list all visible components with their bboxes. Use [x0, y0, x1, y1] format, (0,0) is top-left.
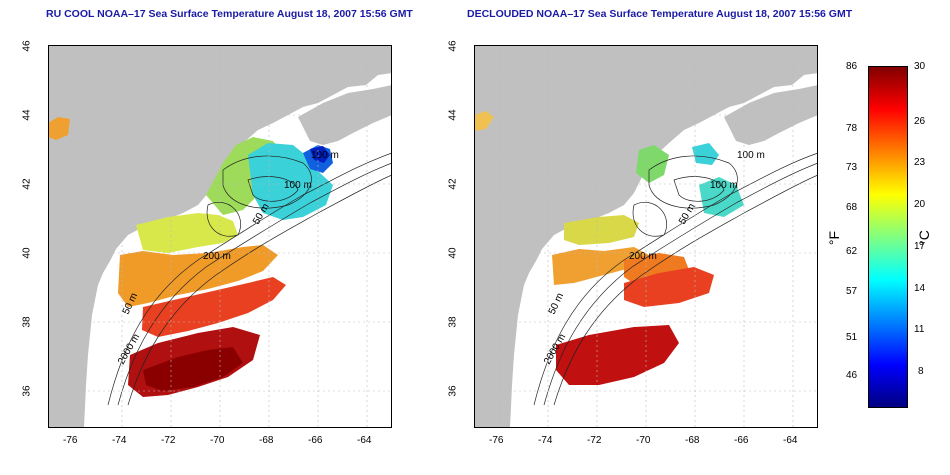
fahrenheit-tick: 68	[846, 202, 858, 213]
right-panel-title: DECLOUDED NOAA–17 Sea Surface Temperatur…	[467, 8, 853, 20]
celsius-tick: 30	[914, 61, 926, 72]
contour-label: 200 m	[629, 251, 657, 262]
lon-tick: -74	[112, 435, 127, 446]
map-frame	[48, 45, 392, 428]
sst-patch-gom-cyan	[692, 143, 719, 165]
right-map-svg: 100 m 100 m 50 m 200 m 50 m 2000 m	[474, 45, 818, 428]
land-mass	[48, 45, 392, 428]
sst-patch-gulfstream	[556, 325, 679, 385]
contour-label: 100 m	[737, 150, 765, 161]
fahrenheit-tick: 78	[846, 123, 858, 134]
bathymetry-contours	[107, 152, 392, 406]
celsius-tick: 11	[914, 324, 925, 335]
sst-patch-gom-green	[636, 145, 669, 183]
colorbar-gradient	[868, 66, 908, 408]
sst-patch-nw-orange	[474, 111, 494, 131]
fahrenheit-tick: 51	[846, 332, 858, 343]
lon-tick: -64	[783, 435, 798, 446]
celsius-tick: 8	[918, 366, 924, 377]
sst-patch-nw-orange	[48, 117, 70, 140]
lon-tick: -70	[636, 435, 651, 446]
left-panel-title: RU COOL NOAA–17 Sea Surface Temperature …	[46, 8, 413, 20]
contour-label: 200 m	[203, 251, 231, 262]
lon-tick: -68	[259, 435, 274, 446]
right-map-panel: 100 m 100 m 50 m 200 m 50 m 2000 m	[474, 45, 818, 428]
lat-tick: 42	[21, 178, 33, 190]
sst-patch-slope-red	[624, 267, 714, 307]
left-map-svg: 100 m 100 m 50 m 200 m 50 m 2000 m	[48, 45, 392, 428]
land-mass	[474, 45, 818, 428]
lon-tick: -68	[685, 435, 700, 446]
celsius-unit-label: °C	[915, 230, 932, 246]
fahrenheit-unit-label: °F	[826, 230, 843, 246]
sst-patch-gom-cyan2	[699, 177, 744, 217]
lon-tick: -72	[587, 435, 602, 446]
lon-tick: -64	[357, 435, 372, 446]
celsius-tick: 14	[914, 283, 926, 294]
map-frame	[474, 45, 818, 428]
fahrenheit-tick: 73	[846, 162, 858, 173]
sst-patch-shelf-yellow	[564, 215, 639, 245]
lat-tick: 44	[447, 109, 459, 121]
lat-tick: 36	[447, 385, 459, 397]
fahrenheit-tick: 57	[846, 286, 858, 297]
lon-tick: -74	[538, 435, 553, 446]
lat-tick: 40	[447, 247, 459, 259]
contour-label: 100 m	[710, 180, 738, 191]
sst-patch-gom-deepblue	[310, 146, 330, 163]
sst-patch-shelf-yellow	[136, 213, 238, 253]
lon-tick: -66	[308, 435, 323, 446]
fahrenheit-tick: 62	[846, 246, 858, 257]
lon-tick: -70	[210, 435, 225, 446]
lat-tick: 38	[21, 316, 33, 328]
lon-tick: -76	[63, 435, 78, 446]
lat-tick: 42	[447, 178, 459, 190]
lat-tick: 36	[21, 385, 33, 397]
lat-tick: 46	[447, 40, 459, 52]
contour-label: 100 m	[284, 180, 312, 191]
lat-tick: 38	[447, 316, 459, 328]
fahrenheit-tick: 46	[846, 370, 858, 381]
graticule	[48, 45, 392, 428]
celsius-tick: 17	[914, 241, 926, 252]
lon-tick: -66	[734, 435, 749, 446]
contour-label: 100 m	[311, 150, 339, 161]
left-map-panel: 100 m 100 m 50 m 200 m 50 m 2000 m	[48, 45, 392, 428]
celsius-tick: 23	[914, 157, 926, 168]
lat-tick: 40	[21, 247, 33, 259]
fahrenheit-tick: 86	[846, 61, 858, 72]
sst-patch-shelf-orange	[552, 247, 649, 285]
lon-tick: -76	[489, 435, 504, 446]
sst-patch-gulfstream-core	[143, 347, 243, 391]
lat-tick: 46	[21, 40, 33, 52]
celsius-tick: 20	[914, 199, 926, 210]
celsius-tick: 26	[914, 116, 926, 127]
lat-tick: 44	[21, 109, 33, 121]
lon-tick: -72	[161, 435, 176, 446]
